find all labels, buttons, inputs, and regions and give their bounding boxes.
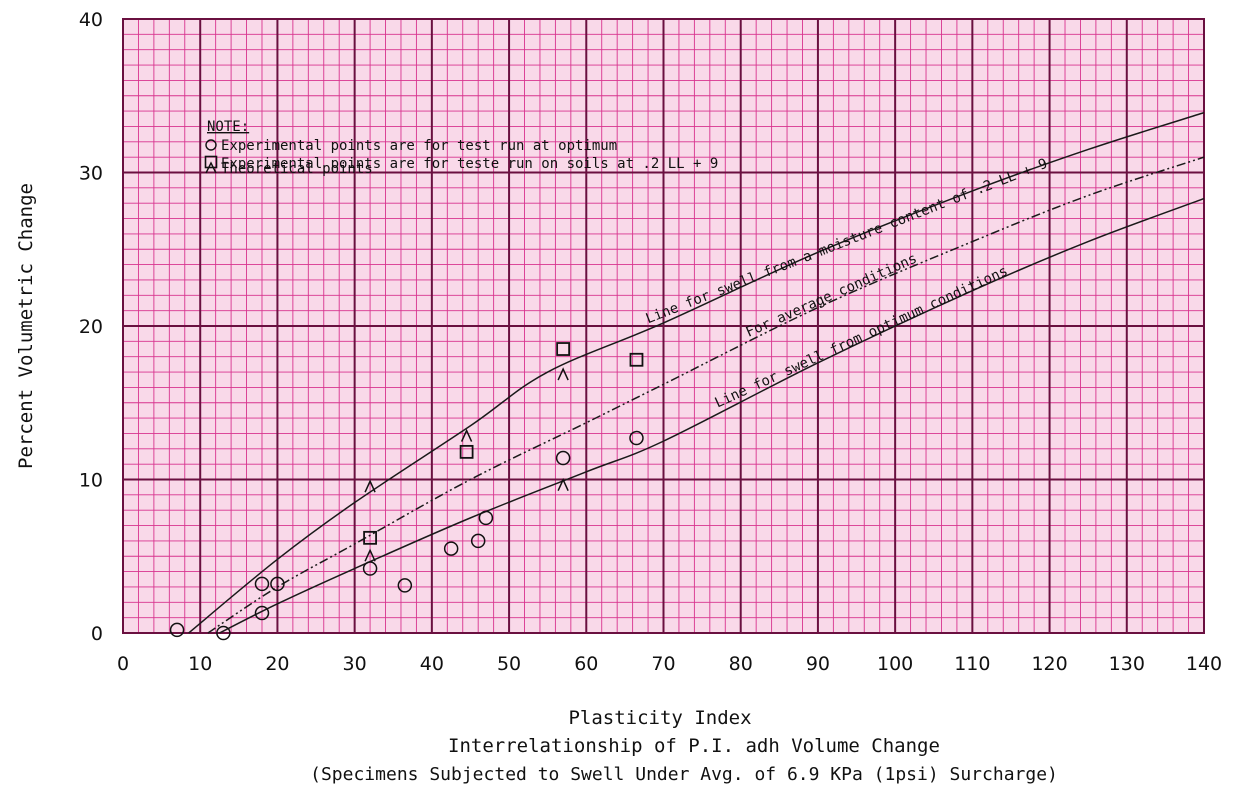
- note-heading: NOTE:: [207, 119, 249, 135]
- note-line-3: Theoretical points: [206, 161, 373, 177]
- x-tick-label: 130: [1109, 653, 1145, 675]
- note-line-3-text: Theoretical points: [221, 161, 373, 177]
- note-line-1-text: Experimental points are for test run at …: [221, 138, 617, 154]
- y-tick-label: 0: [91, 623, 103, 645]
- chart-title: Interrelationship of P.I. adh Volume Cha…: [448, 735, 940, 757]
- x-tick-labels: 0 10 20 30 40 50 60 70 80 90 100 110 120 130 140: [117, 653, 1222, 675]
- x-tick-label: 140: [1186, 653, 1222, 675]
- chart-subtitle: (Specimens Subjected to Swell Under Avg.…: [310, 764, 1058, 785]
- x-tick-label: 70: [651, 653, 675, 675]
- x-tick-label: 110: [954, 653, 990, 675]
- x-tick-label: 100: [877, 653, 913, 675]
- note-line-1: Experimental points are for test run at …: [206, 138, 617, 154]
- x-tick-label: 80: [729, 653, 753, 675]
- x-tick-label: 40: [420, 653, 444, 675]
- x-tick-label: 120: [1031, 653, 1067, 675]
- x-tick-label: 0: [117, 653, 129, 675]
- y-tick-labels: 0 10 20 30 40: [79, 9, 103, 645]
- x-tick-label: 10: [188, 653, 212, 675]
- y-tick-label: 40: [79, 9, 103, 31]
- y-tick-label: 30: [79, 163, 103, 185]
- x-tick-label: 90: [806, 653, 830, 675]
- y-axis-label: Percent Volumetric Change: [15, 183, 37, 469]
- y-tick-label: 20: [79, 316, 103, 338]
- x-tick-label: 50: [497, 653, 521, 675]
- y-tick-label: 10: [79, 470, 103, 492]
- x-tick-label: 60: [574, 653, 598, 675]
- x-tick-label: 20: [265, 653, 289, 675]
- x-tick-label: 30: [343, 653, 367, 675]
- x-axis-label: Plasticity Index: [568, 707, 751, 729]
